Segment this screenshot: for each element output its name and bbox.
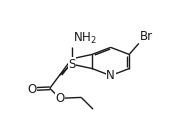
Text: S: S: [68, 58, 76, 71]
Text: NH$_2$: NH$_2$: [73, 31, 97, 46]
Text: O: O: [27, 83, 36, 96]
Text: O: O: [55, 92, 65, 105]
Text: N: N: [106, 69, 115, 82]
Text: Br: Br: [140, 30, 153, 43]
